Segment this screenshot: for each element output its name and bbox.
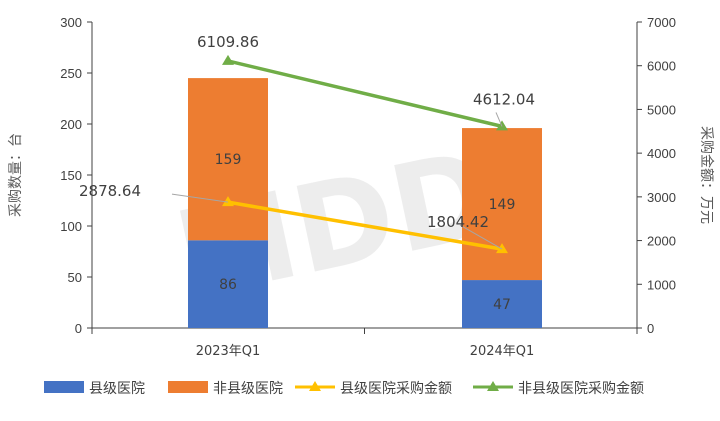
y-right-tick-label: 2000 — [647, 234, 676, 249]
line-data-label: 6109.86 — [197, 33, 259, 51]
y-right-tick-label: 1000 — [647, 277, 676, 292]
series-line — [227, 200, 503, 251]
y-left-tick-label: 0 — [75, 321, 82, 336]
legend-entry-label: 非县级医院 — [213, 381, 283, 397]
bar-value-label: 86 — [219, 277, 237, 293]
data-label-leader — [171, 193, 229, 203]
bar-value-label: 149 — [489, 197, 516, 213]
data-label-leader — [495, 112, 503, 127]
y-axis-right-title: 采购金额：万元 — [698, 126, 714, 224]
y-right-tick-label: 0 — [647, 321, 654, 336]
bar-segment — [462, 128, 542, 281]
line-data-label: 4612.04 — [473, 90, 535, 108]
legend-entry-label: 县级医院采购金额 — [340, 381, 452, 397]
y-right-tick-label: 6000 — [647, 59, 676, 74]
legend-entry-label: 县级医院 — [89, 381, 145, 397]
line-data-label: 2878.64 — [79, 182, 141, 200]
legend-entry-label: 非县级医院采购金额 — [518, 381, 644, 397]
series-point-marker — [496, 243, 508, 254]
y-left-tick-label: 100 — [60, 219, 82, 234]
x-tick-label: 2023年Q1 — [196, 344, 261, 359]
bar-value-label: 47 — [493, 297, 511, 313]
legend-marker — [487, 381, 499, 391]
line-data-label: 1804.42 — [427, 213, 489, 231]
y-left-tick-label: 200 — [60, 117, 82, 132]
x-tick-label: 2024年Q1 — [470, 344, 535, 359]
bar-value-label: 159 — [215, 152, 242, 168]
legend: 县级医院 非县级医院 县级医院采购金额 非县级医院采购金额 — [44, 381, 644, 397]
y-left-tick-label: 150 — [60, 168, 82, 183]
series-point-marker — [222, 54, 234, 65]
y-left-tick-label: 250 — [60, 66, 82, 81]
y-right-tick-label: 5000 — [647, 102, 676, 117]
bar-segment — [188, 240, 268, 328]
y-right-tick-label: 4000 — [647, 146, 676, 161]
series-point-marker — [222, 196, 234, 207]
series-line — [227, 59, 503, 129]
y-right-tick-label: 3000 — [647, 190, 676, 205]
legend-marker — [309, 381, 321, 391]
bar-segment — [188, 78, 268, 241]
y-right-tick-label: 7000 — [647, 15, 676, 30]
y-left-tick-label: 50 — [68, 270, 82, 285]
legend-swatch — [44, 381, 84, 393]
labels: 86 159 47 149 2878.64 1804.42 6109.86 4612.04 — [79, 33, 535, 313]
bar-segment — [462, 280, 542, 328]
y-left-tick-label: 300 — [60, 15, 82, 30]
bars — [188, 78, 542, 328]
data-label-leader — [459, 224, 503, 250]
axes: 0501001502002503000100020003000400050006… — [8, 15, 714, 359]
legend-swatch — [168, 381, 208, 393]
y-axis-left-title: 采购数量：台 — [8, 133, 24, 217]
